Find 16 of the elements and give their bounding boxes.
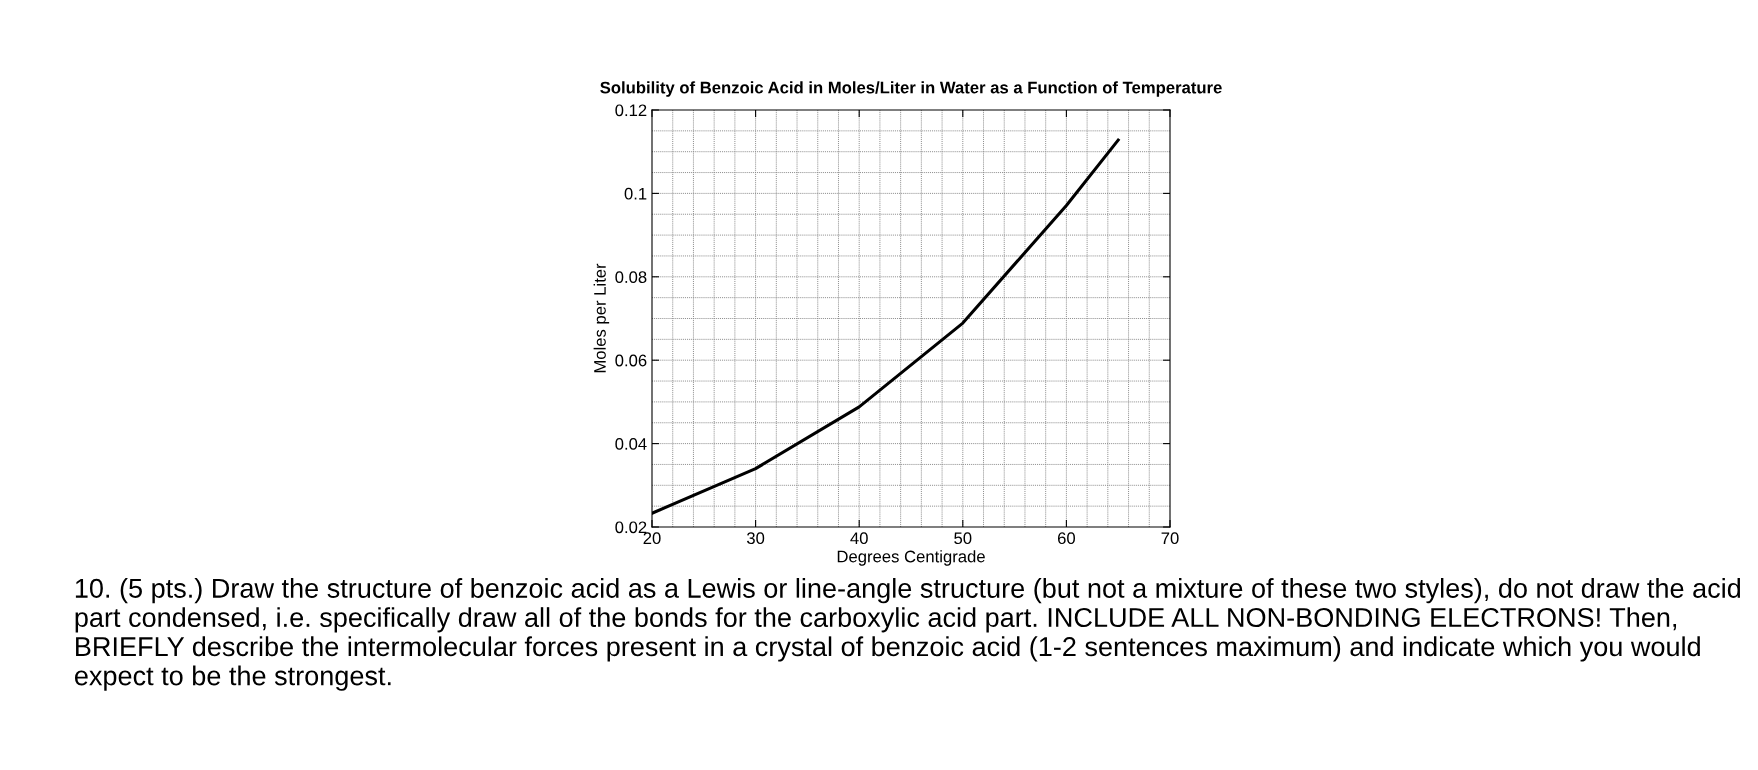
y-axis-title: Moles per Liter bbox=[593, 263, 610, 373]
y-tick-label: 0.12 bbox=[615, 104, 647, 117]
y-tick-label: 0.1 bbox=[624, 187, 647, 200]
y-tick-label: 0.02 bbox=[615, 521, 647, 534]
x-axis-title: Degrees Centigrade bbox=[837, 550, 985, 566]
x-tick-label: 40 bbox=[850, 532, 868, 545]
y-tick-label: 0.04 bbox=[615, 438, 647, 450]
x-tick-label: 30 bbox=[746, 532, 765, 545]
chart-title: Solubility of Benzoic Acid in Moles/Liter in Water as a Function of Temperature bbox=[600, 81, 1222, 97]
x-tick-label: 70 bbox=[1161, 532, 1179, 545]
x-tick-label: 60 bbox=[1057, 532, 1076, 545]
y-tick-label: 0.06 bbox=[615, 354, 647, 367]
y-tick-label: 0.08 bbox=[615, 271, 647, 283]
x-tick-label: 50 bbox=[954, 532, 972, 545]
text: 10. (5 pts.) Draw the structure of benzoic acid as a Lewis or line-angle structure (but not a mixture of these two styles), do not draw the acid part condensed, i.e. specifically draw all of the bonds for the carboxylic acid part. INCLUDE ALL NON-BONDING ELECTRONS! Then, BRIEFLY describe the intermolecular forces present in a crystal of benzoic acid (1-2 sentences maximum) and indicate which you would expect to be the strongest. bbox=[74, 578, 1741, 691]
x-tick-label: 20 bbox=[643, 532, 661, 545]
